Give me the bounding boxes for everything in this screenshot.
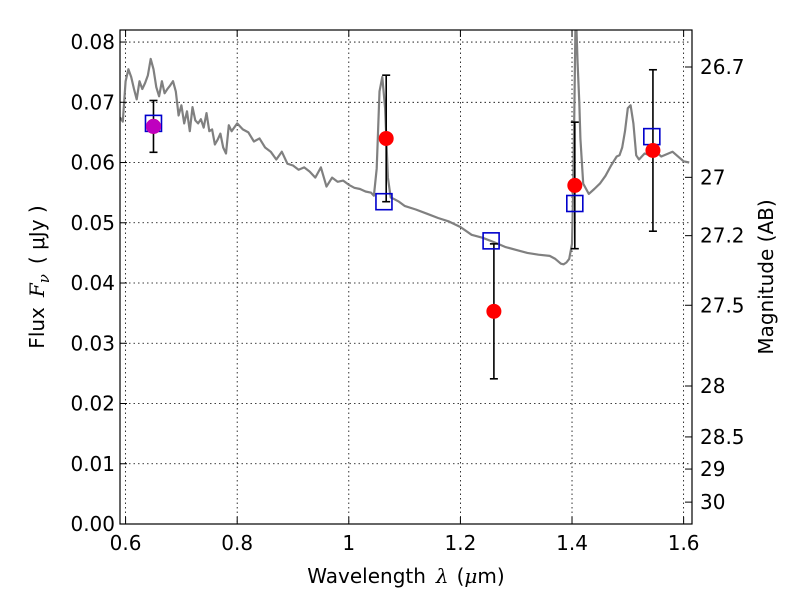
y-tick-label: 0.02: [70, 392, 115, 416]
y2-tick-label: 26.7: [700, 55, 745, 79]
highlight-point-series: [145, 118, 161, 134]
x-axis-title-symbol: λ: [435, 564, 449, 588]
model-band-point: [482, 232, 500, 250]
observed-point: [486, 303, 502, 319]
y2-tick-label: 27: [700, 165, 725, 189]
observed-point: [645, 142, 661, 158]
y-axis-title-subscript: ν: [35, 274, 53, 283]
x-tick-label: 0.8: [221, 531, 253, 555]
y-tick-label: 0.08: [70, 30, 115, 54]
y-axis-title-text: Flux: [25, 307, 49, 349]
x-axis-title-unit-mu: μ: [464, 564, 477, 588]
plot-frame: [119, 29, 693, 525]
observed-point: [378, 130, 394, 146]
x-tick-label: 0.6: [110, 531, 142, 555]
highlight-point: [145, 118, 161, 134]
y-tick-label: 0.07: [70, 90, 115, 114]
x-axis-title: Wavelength λ (μm): [307, 564, 504, 588]
y-tick-label: 0.04: [70, 271, 115, 295]
sed-line: [120, 30, 690, 266]
y2-tick-label: 28.5: [700, 425, 745, 449]
x-axis: 0.6 0.8 1 1.2 1.4 1.6: [110, 30, 700, 555]
observed-point: [567, 177, 583, 193]
model-band-point: [566, 194, 584, 213]
y-axis-title-unit: ( μJy ): [25, 205, 49, 264]
y-tick-label: 0.00: [70, 512, 115, 536]
y-tick-label: 0.03: [70, 331, 115, 355]
x-tick-label: 1.4: [556, 531, 588, 555]
y-tick-label: 0.01: [70, 452, 115, 476]
x-axis-title-text: Wavelength: [307, 564, 426, 588]
y-tick-label: 0.06: [70, 151, 115, 175]
model-band-point: [375, 192, 393, 211]
plot-background: [120, 30, 692, 524]
y-axis-title-symbol: F: [25, 282, 49, 298]
y-tick-label: 0.05: [70, 211, 115, 235]
y2-tick-label: 27.5: [700, 293, 745, 317]
y2-tick-label: 27.2: [700, 224, 745, 248]
y-axis: 0.00 0.01 0.02 0.03 0.04 0.05 0.06 0.07 0.08: [70, 30, 127, 536]
x-tick-label: 1: [342, 531, 355, 555]
y2-tick-label: 30: [700, 490, 725, 514]
x-axis-title-unit-open: (: [457, 564, 465, 588]
model-band-series: [144, 114, 661, 250]
y2-tick-label: 28: [700, 374, 725, 398]
y-axis-title: Flux Fν ( μJy ): [25, 205, 53, 348]
y2-tick-label: 29: [700, 457, 725, 481]
y2-axis-title: Magnitude (AB): [754, 199, 778, 354]
x-tick-label: 1.2: [445, 531, 477, 555]
y2-axis: 26.7 27 27.2 27.5 28 28.5 29 30: [685, 55, 745, 514]
x-axis-title-unit-rest: m): [477, 564, 504, 588]
sed-model-series: [120, 30, 690, 266]
x-tick-label: 1.6: [668, 531, 700, 555]
